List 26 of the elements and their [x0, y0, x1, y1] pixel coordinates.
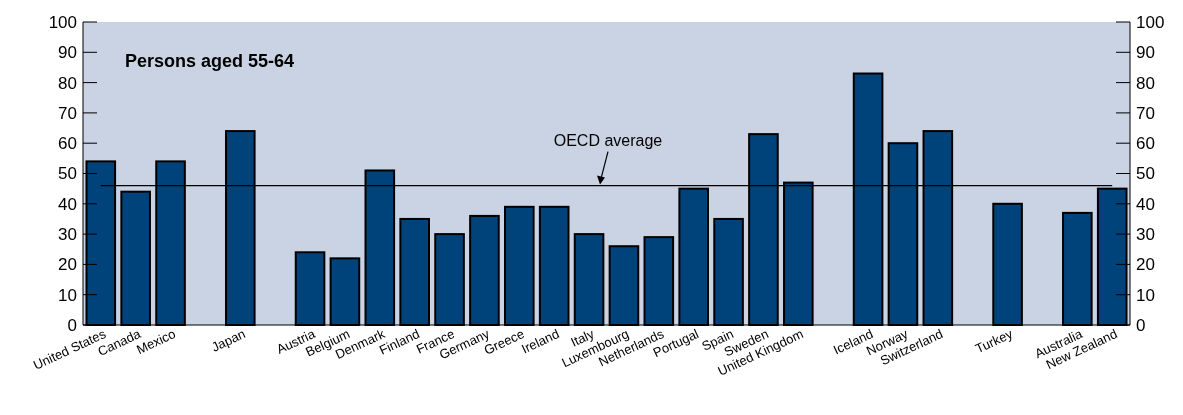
y-tick-label: 90 [58, 43, 77, 63]
y-tick-label: 100 [48, 12, 77, 32]
y-tick-label: 40 [58, 194, 77, 214]
y-tick-label: 0 [67, 315, 77, 335]
y2-tick-label: 20 [1136, 255, 1155, 275]
y-tick-label: 50 [58, 164, 77, 184]
x-tick-label: Japan [209, 326, 248, 355]
y2-tick-label: 50 [1136, 164, 1155, 184]
x-tick-label: Turkey [972, 325, 1016, 357]
y2-tick-label: 0 [1136, 315, 1146, 335]
ref-line-label: OECD average [553, 131, 663, 149]
y2-tick-label: 80 [1136, 73, 1155, 93]
y-tick-label: 30 [58, 225, 77, 245]
y-tick-label: 70 [58, 103, 77, 123]
y2-tick-label: 100 [1136, 12, 1165, 32]
y-tick-label: 20 [58, 255, 77, 275]
y-tick-label: 10 [58, 285, 77, 305]
text: Persons aged 55-64 [125, 51, 295, 71]
y-tick-label: 60 [58, 134, 77, 154]
y2-tick-label: 30 [1136, 225, 1155, 245]
y2-tick-label: 40 [1136, 194, 1155, 214]
y2-tick-label: 60 [1136, 134, 1155, 154]
y-tick-label: 80 [58, 73, 77, 93]
y2-tick-label: 70 [1136, 103, 1155, 123]
y2-tick-label: 10 [1136, 285, 1155, 305]
y2-tick-label: 90 [1136, 43, 1155, 63]
